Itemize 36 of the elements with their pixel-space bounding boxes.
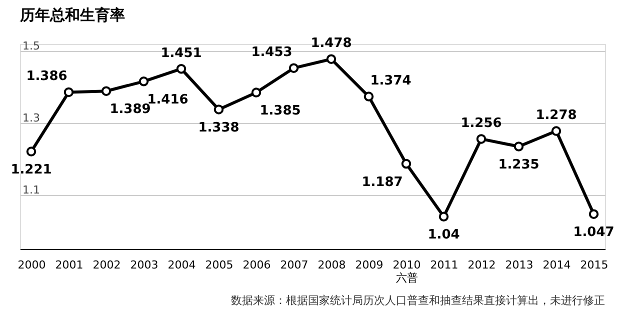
data-label: 1.451	[160, 46, 202, 61]
x-tick-label: 2014	[542, 258, 571, 272]
x-tick-label: 2005	[205, 258, 234, 272]
x-tick-label: 2007	[280, 258, 308, 272]
data-label: 1.478	[310, 36, 352, 52]
data-label: 1.385	[260, 104, 301, 119]
x-tick-label: 2013	[505, 258, 534, 272]
y-tick-label: 1.5	[22, 40, 40, 53]
data-label: 1.221	[10, 162, 52, 178]
x-tick-label: 2003	[130, 258, 158, 272]
data-label: 1.187	[362, 174, 403, 190]
data-label: 1.374	[370, 74, 412, 89]
data-label: 1.235	[498, 158, 540, 172]
x-tick-label: 2015	[580, 258, 608, 272]
x-tick-label: 2011	[430, 258, 458, 272]
y-tick-label: 1.1	[22, 184, 40, 197]
x-tick-label: 2000	[18, 258, 46, 272]
data-label: 1.278	[536, 108, 577, 124]
data-label: 1.047	[573, 225, 614, 240]
x-tick-label: 2004	[168, 258, 196, 272]
x-tick-label: 2001	[55, 258, 84, 272]
x-tick-label: 2010 六普	[392, 258, 421, 284]
x-tick-label: 2012	[468, 258, 496, 272]
y-tick-label: 1.3	[22, 112, 40, 125]
chart-title: 历年总和生育率	[19, 6, 125, 24]
data-label: 1.338	[198, 120, 240, 136]
x-tick-label: 2002	[92, 258, 121, 272]
data-label: 1.389	[110, 102, 151, 118]
data-label: 1.04	[428, 228, 460, 243]
source-note: 数据来源：根据国家统计局历次人口普查和抽查结果直接计算出，未进行修正	[231, 294, 605, 307]
x-tick-label: 2006	[242, 258, 271, 272]
x-tick-label: 2009	[355, 258, 384, 272]
data-label: 1.256	[460, 116, 502, 131]
x-tick-label: 2008	[318, 258, 346, 272]
data-label: 1.453	[251, 45, 292, 60]
data-label: 1.386	[26, 69, 68, 84]
